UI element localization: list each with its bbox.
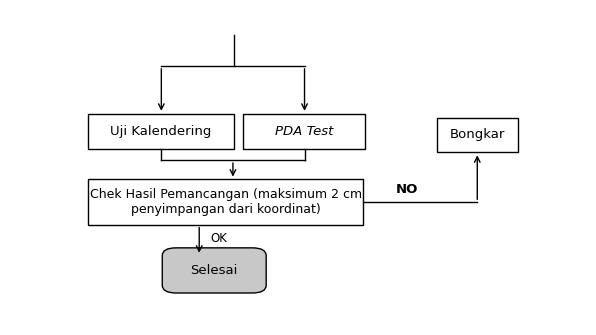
- FancyBboxPatch shape: [243, 114, 365, 148]
- Text: Bongkar: Bongkar: [450, 129, 505, 141]
- FancyBboxPatch shape: [437, 118, 518, 152]
- Text: OK: OK: [211, 232, 228, 245]
- FancyBboxPatch shape: [88, 180, 363, 225]
- Text: PDA Test: PDA Test: [275, 125, 334, 138]
- FancyBboxPatch shape: [162, 248, 266, 293]
- Text: Chek Hasil Pemancangan (maksimum 2 cm
penyimpangan dari koordinat): Chek Hasil Pemancangan (maksimum 2 cm pe…: [90, 188, 362, 216]
- Text: NO: NO: [396, 183, 418, 196]
- Text: Uji Kalendering: Uji Kalendering: [110, 125, 212, 138]
- FancyBboxPatch shape: [88, 114, 234, 148]
- Text: Selesai: Selesai: [191, 264, 238, 277]
